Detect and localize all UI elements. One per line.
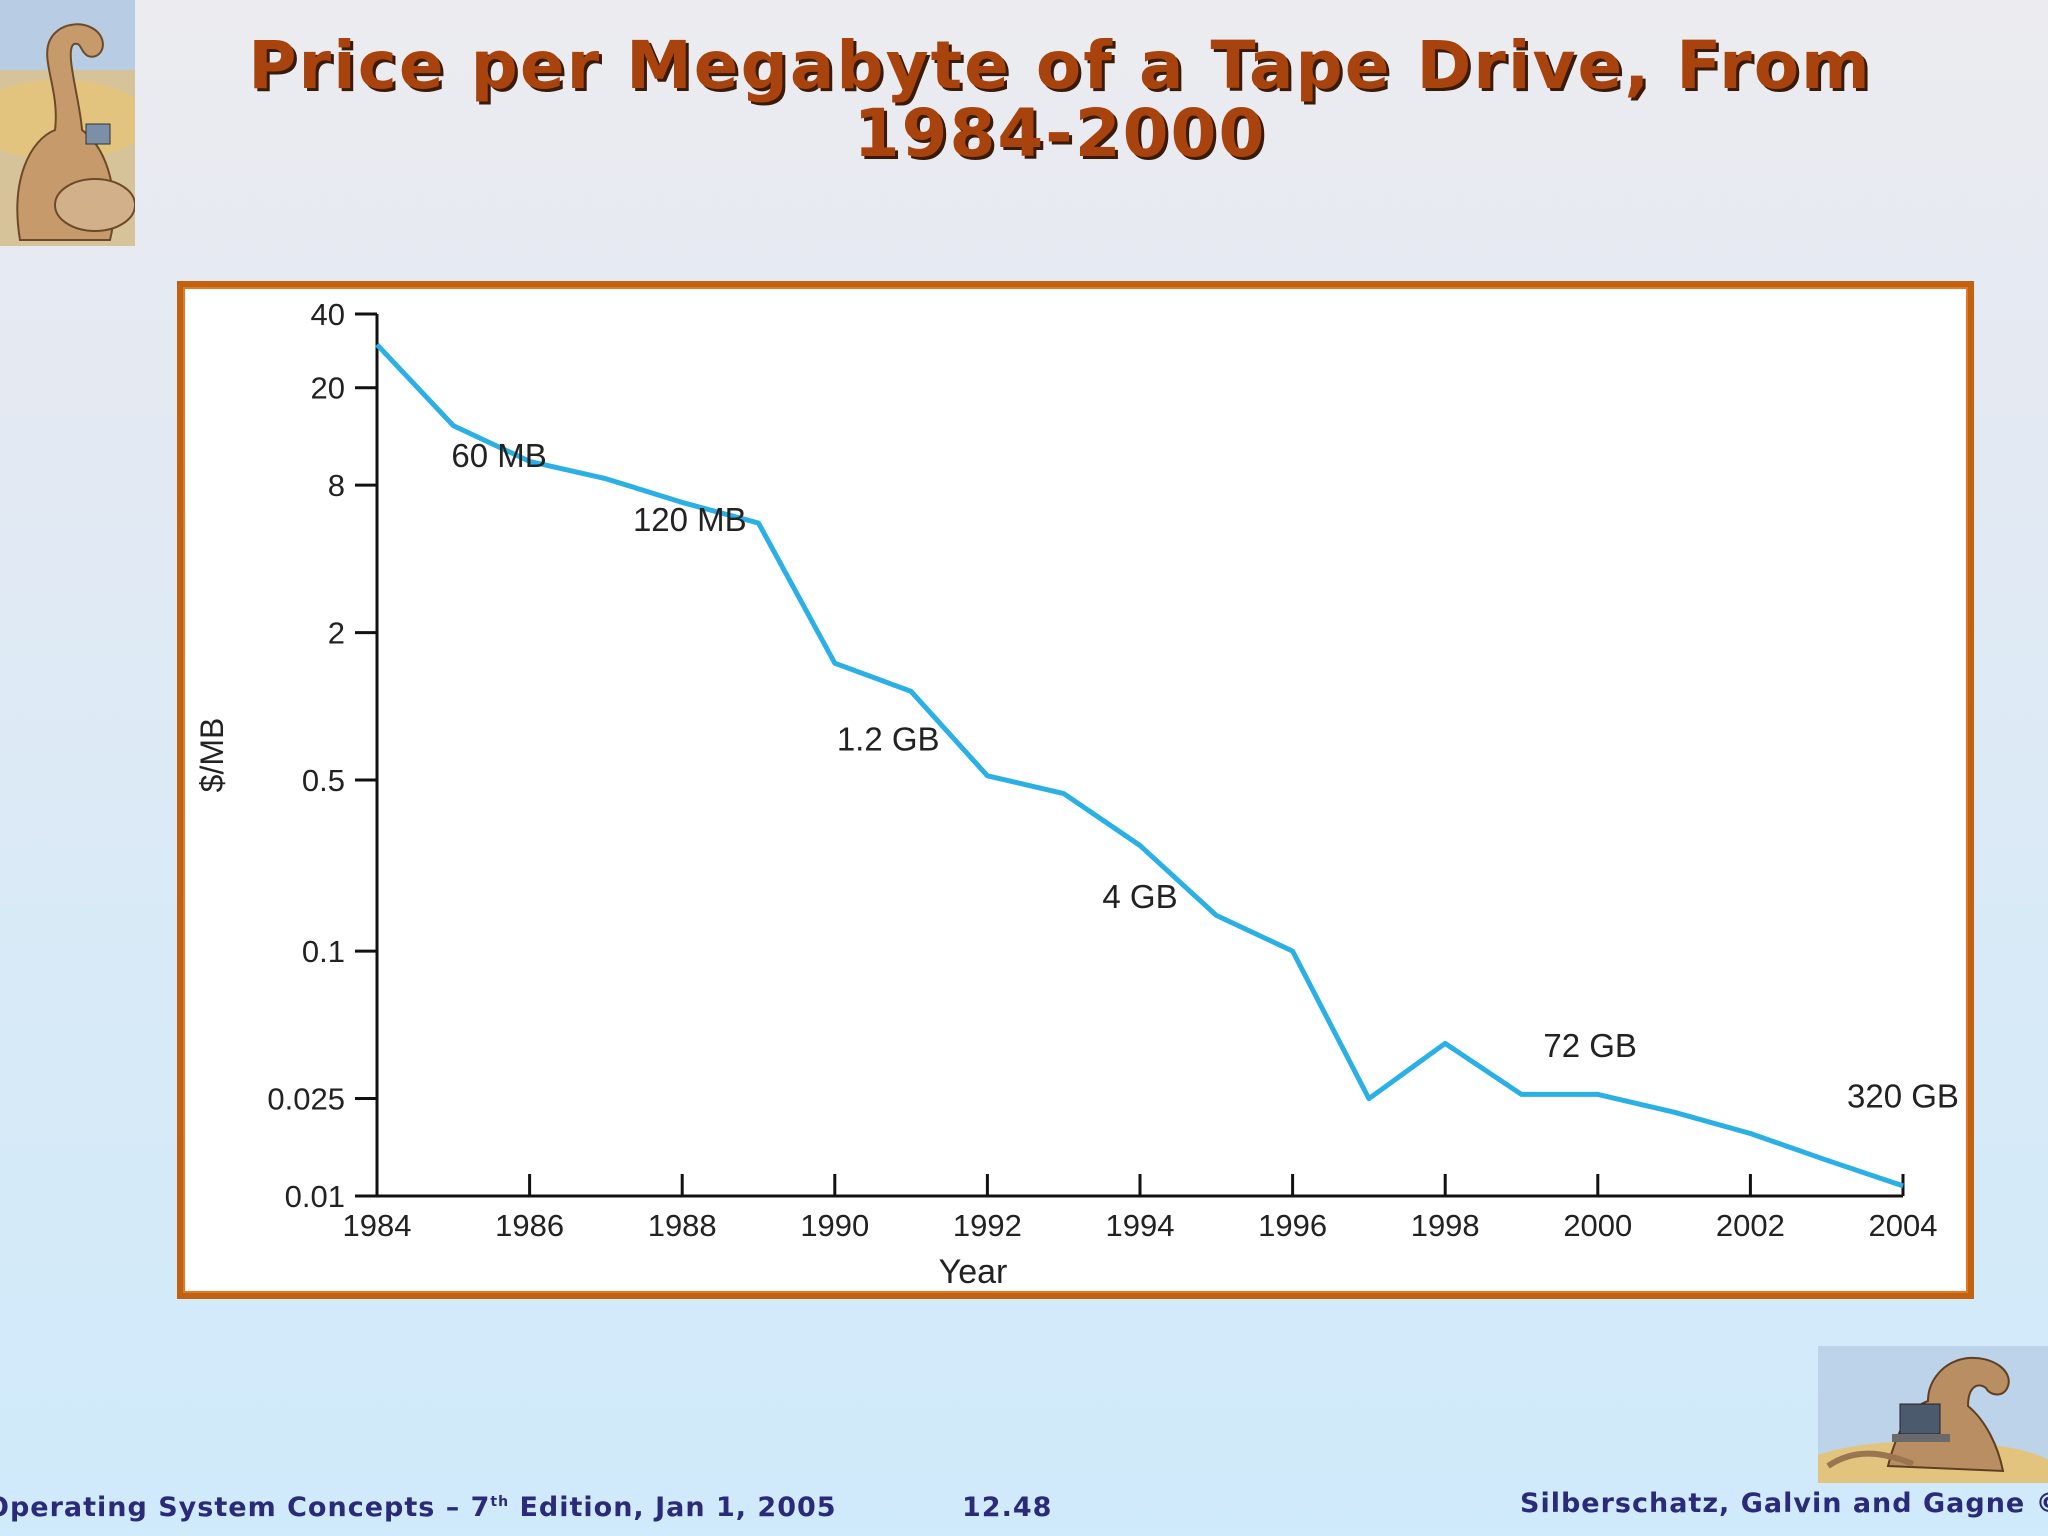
price-series-line <box>375 342 1904 1189</box>
title-line-1: Price per Megabyte of a Tape Drive, From <box>248 27 1872 104</box>
y-tick-label: 40 <box>311 297 345 332</box>
capacity-annotation: 60 MB <box>451 437 546 474</box>
chart-frame: 40 20 8 2 0.5 0.1 0.025 0.01 1984 1986 1988 1990 199… <box>177 281 1974 1299</box>
footer-course-prefix: Operating System Concepts – 7 <box>0 1492 491 1523</box>
x-tick-label: 1996 <box>1258 1208 1327 1243</box>
dinosaur-laptop-logo-icon <box>1818 1346 2048 1483</box>
x-tick-label: 1984 <box>343 1208 412 1243</box>
capacity-annotation: 4 GB <box>1102 878 1177 915</box>
capacity-annotation: 72 GB <box>1543 1027 1637 1064</box>
x-axis-label: Year <box>939 1253 1008 1291</box>
capacity-annotation: 320 GB <box>1847 1077 1959 1114</box>
y-tick-label: 0.01 <box>285 1179 345 1214</box>
capacity-annotation: 120 MB <box>633 501 747 538</box>
footer-page-number: 12.48 <box>962 1492 1053 1523</box>
footer-course-suffix: Edition, Jan 1, 2005 <box>509 1492 837 1523</box>
x-tick-label: 1990 <box>800 1208 869 1243</box>
dinosaur-logo-icon <box>0 0 135 246</box>
chart-inner-border <box>183 287 1968 1293</box>
y-tick-label: 0.5 <box>302 763 345 798</box>
x-tick-label: 1998 <box>1411 1208 1480 1243</box>
x-tick-label: 1994 <box>1106 1208 1175 1243</box>
x-tick-label: 1988 <box>648 1208 717 1243</box>
x-tick-label: 2000 <box>1563 1208 1632 1243</box>
y-axis-label: $/MB <box>194 718 230 793</box>
x-tick-label: 1992 <box>953 1208 1022 1243</box>
footer-course: Operating System Concepts – 7th Edition,… <box>0 1492 837 1523</box>
x-tick-label: 2002 <box>1716 1208 1785 1243</box>
y-tick-label: 20 <box>311 371 345 406</box>
y-tick-label: 0.1 <box>302 934 345 969</box>
y-tick-label: 8 <box>328 468 345 503</box>
footer-authors: Silberschatz, Galvin and Gagne ©2005 <box>1520 1488 2048 1519</box>
footer-course-sup: th <box>490 1494 510 1510</box>
x-tick-label: 2004 <box>1869 1208 1938 1243</box>
title-line-2: 1984-2000 <box>853 95 1267 172</box>
page-title: Price per Megabyte of a Tape Drive, From… <box>230 32 1890 168</box>
y-tick-label: 2 <box>328 616 345 651</box>
x-tick-label: 1986 <box>495 1208 564 1243</box>
capacity-annotation: 1.2 GB <box>837 720 940 757</box>
y-tick-label: 0.025 <box>267 1082 345 1117</box>
